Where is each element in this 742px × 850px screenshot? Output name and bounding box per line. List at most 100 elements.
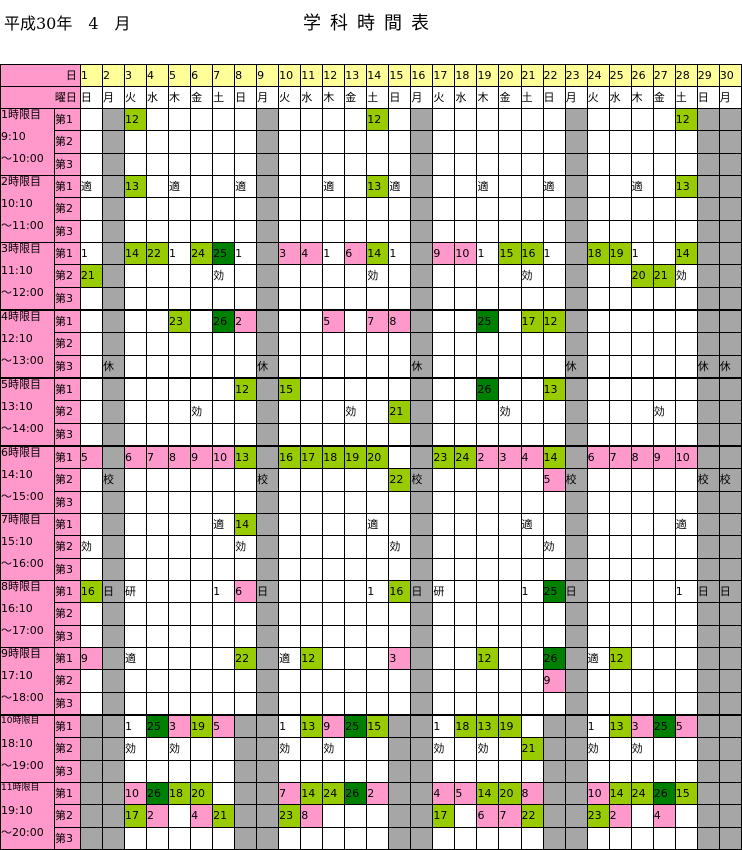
class-entry: 1 [212,579,236,604]
class-entry: 14 [300,781,324,806]
closed-cell [234,826,258,850]
sub-period-label: 第3 [53,691,81,716]
holiday-cell [696,264,720,288]
holiday-cell [256,422,280,447]
empty-cell [366,737,390,761]
class-entry: 10 [454,241,478,266]
empty-cell [145,377,170,402]
holiday-cell [564,130,588,154]
empty-cell [652,468,676,492]
class-entry: 17 [300,445,324,470]
holiday-cell: 休 [256,354,280,379]
class-entry: 適 [674,512,698,537]
empty-cell [630,826,654,850]
empty-cell [322,826,346,850]
empty-cell [432,264,456,288]
holiday-cell [256,512,280,537]
period-label-line: 3時限目 [1,242,41,255]
class-entry: 効 [190,400,214,424]
empty-cell [498,354,522,379]
holiday-cell [696,714,720,739]
empty-cell [190,286,214,311]
class-entry: 1 [542,241,566,266]
period-label-line: 11時限目 [1,783,40,794]
empty-cell [542,691,566,716]
class-entry: 20 [190,781,214,806]
empty-cell [476,826,500,850]
weekday-cell: 金 [344,86,368,109]
empty-cell [652,152,676,177]
empty-cell [300,737,324,761]
closed-cell [234,737,258,761]
class-entry: 1 [432,714,456,739]
empty-cell [234,490,258,515]
class-entry: 効 [123,737,148,761]
closed-cell [234,714,258,739]
empty-cell [322,354,346,379]
period-label: 11時限目 19:10 ～20:00 [0,782,55,850]
class-entry: 21 [652,264,676,288]
period-label-line: 5時限目 [1,378,41,391]
empty-cell [79,400,103,424]
empty-cell [520,130,544,154]
empty-cell [520,691,544,716]
empty-cell [278,354,302,379]
class-entry: 16 [79,579,103,604]
class-entry: 25 [212,241,236,266]
holiday-cell [696,309,720,334]
holiday-cell [101,535,125,559]
empty-cell [388,152,412,177]
empty-cell [322,264,346,288]
period-label-line: 15:10 [1,535,33,548]
sub-period-label: 第1 [53,377,81,402]
class-entry: 3 [498,445,522,470]
empty-cell [123,422,148,447]
empty-cell [630,219,654,244]
empty-cell [498,309,522,334]
day-number: 30 [718,64,742,87]
empty-cell [300,400,324,424]
empty-cell [145,646,170,671]
empty-cell [145,264,170,288]
empty-cell [520,152,544,177]
empty-cell [145,557,170,582]
holiday-cell [410,490,434,515]
empty-cell [123,130,148,154]
class-entry: 12 [234,377,258,402]
empty-cell [145,624,170,649]
empty-cell [123,512,148,537]
empty-cell [498,602,522,626]
class-entry: 4 [190,804,214,828]
period-label-line: 10時限目 [1,716,40,726]
holiday-cell [410,286,434,311]
holiday-cell [564,422,588,447]
empty-cell [674,624,698,649]
class-entry: 5 [454,781,478,806]
empty-cell [454,286,478,311]
period-label-line: 13:10 [1,400,33,413]
empty-cell [498,579,522,604]
class-entry: 21 [212,804,236,828]
empty-cell [476,557,500,582]
empty-cell [542,557,566,582]
class-entry: 21 [520,737,544,761]
holiday-cell [718,737,742,761]
empty-cell [542,400,566,424]
class-entry: 25 [145,714,170,739]
empty-cell [123,197,148,221]
period-label-line: 10:10 [1,197,33,210]
empty-cell [476,535,500,559]
sub-period-label: 第2 [53,804,81,828]
empty-cell [542,197,566,221]
empty-cell [432,490,456,515]
empty-cell [300,309,324,334]
empty-cell [520,624,544,649]
holiday-cell [256,241,280,266]
holiday-cell [564,535,588,559]
class-entry: 効 [344,400,368,424]
empty-cell [388,669,412,693]
empty-cell [498,737,522,761]
empty-cell [300,579,324,604]
empty-cell [300,152,324,177]
holiday-cell: 日 [564,579,588,604]
